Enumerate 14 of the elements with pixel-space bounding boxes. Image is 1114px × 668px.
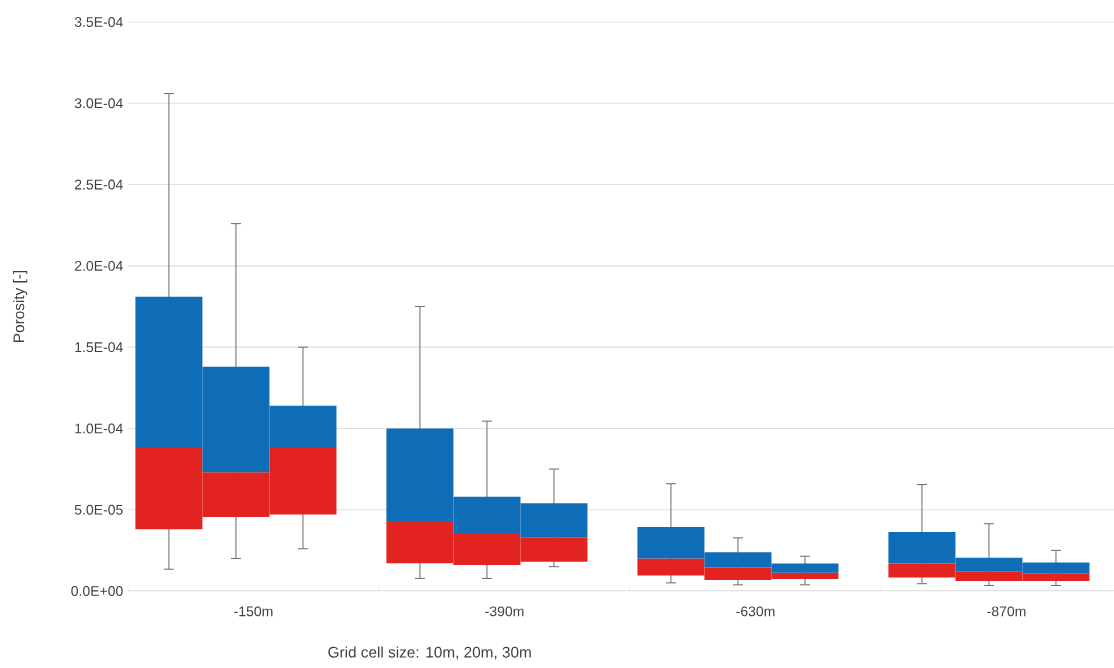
y-tick-label: 0.0E+00	[71, 586, 123, 596]
y-tick-label: 3.5E-04	[74, 17, 123, 27]
y-tick-label: 1.0E-04	[75, 423, 123, 434]
x-tick-label: -390m	[485, 606, 524, 617]
x-tick-label: -870m	[987, 606, 1026, 617]
y-tick-label: 1.5E-04	[75, 342, 123, 353]
y-axis-title: Porosity [-]	[13, 270, 28, 342]
x-tick-label: -150m	[234, 606, 273, 617]
x-tick-label: -630m	[736, 606, 775, 617]
y-tick-label: 3.0E-04	[74, 98, 123, 109]
y-tick-label: 5.0E-05	[74, 504, 123, 515]
x-axis-title: Grid cell size: 10m, 20m, 30m	[328, 646, 531, 660]
y-tick-label: 2.0E-04	[74, 260, 123, 271]
y-tick-label: 2.5E-04	[74, 179, 123, 190]
